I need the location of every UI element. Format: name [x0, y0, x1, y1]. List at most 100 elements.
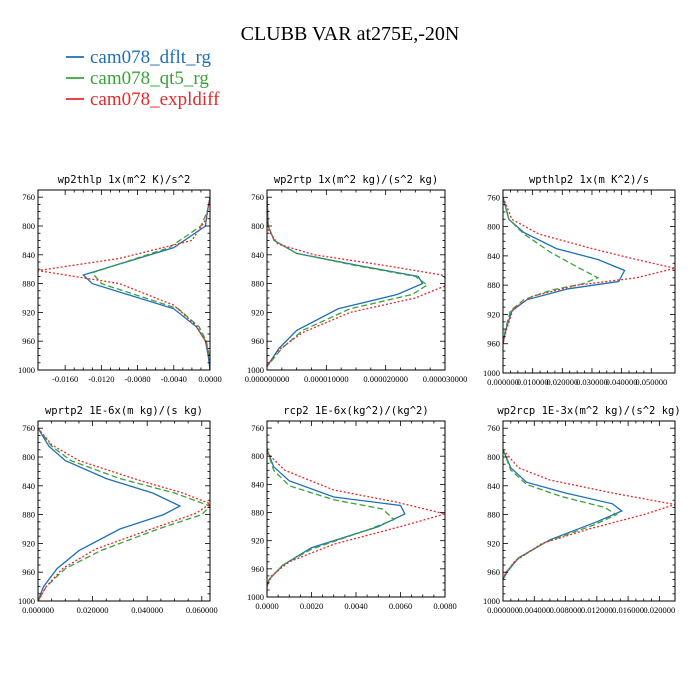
panel-0-xtick-label-1: -0.0120: [88, 374, 114, 384]
panel-4-series-1: [267, 449, 395, 587]
panel-2-xtick-label-2: 0.020000: [546, 377, 578, 387]
panel-2-ytick-label-0: 760: [487, 192, 500, 202]
panel-3-xtick-label-2: 0.040000: [131, 605, 163, 615]
panel-0-xtick-label-2: -0.0080: [124, 374, 150, 384]
panel-5-series-2: [503, 449, 675, 580]
panel-1-frame: [266, 189, 446, 371]
panel-2: wpthlp2 1x(m K^2)/s 760 800 840 880 920 960 100…: [483, 174, 676, 387]
panel-4-ytick-label-5: 960: [251, 564, 264, 574]
panel-4-xtick-label-0: 0.0000: [255, 601, 278, 611]
panel-4-series-0: [267, 448, 406, 587]
panel-2-ytick-label-3: 880: [487, 280, 500, 290]
legend-entry-0: cam078_dflt_rg: [66, 47, 212, 68]
panel-3-xtick-label-3: 0.060000: [186, 605, 218, 615]
panel-5-series: [503, 449, 675, 580]
panel-4-series-2: [267, 452, 445, 587]
panel-0-series-2: [38, 197, 210, 370]
legend-label-2: cam078_expldiff: [90, 89, 220, 110]
panel-1-ytick-label-3: 880: [251, 279, 264, 289]
legend-entry-2: cam078_expldiff: [66, 89, 220, 110]
panel-5-xtick-label-0: 0.000000: [487, 605, 519, 615]
panel-4-frame: [266, 420, 446, 598]
panel-0-ytick-label-1: 800: [22, 221, 35, 231]
panel-5-xtick-label-1: 0.004000: [518, 605, 550, 615]
panel-0-series-1: [91, 197, 210, 370]
panel-5: wp2rcp 1E-3x(m^2 kg)/(s^2 kg) 760 800 840 88…: [483, 405, 681, 615]
panel-1-ytick-label-6: 1000: [247, 365, 264, 375]
panel-0-ytick-label-5: 960: [22, 336, 35, 346]
panel-2-xtick-label-3: 0.030000: [576, 377, 608, 387]
panel-2-ytick-label-2: 840: [487, 251, 500, 261]
panel-2-series-2: [503, 197, 675, 344]
panel-3-xtick-label-0: 0.000000: [22, 605, 54, 615]
panel-2-xtick-label-1: 0.010000: [517, 377, 549, 387]
figure-title: CLUBB VAR at275E,-20N: [241, 23, 460, 45]
panel-3-title: wprtp2 1E-6x(m kg)/(s kg): [45, 405, 203, 417]
panel-0-ytick-label-2: 840: [22, 250, 35, 260]
panel-2-ytick-label-5: 960: [487, 339, 500, 349]
panel-5-xtick-label-5: 0.020000: [643, 605, 675, 615]
panel-0-ytick-label-6: 1000: [18, 365, 35, 375]
panel-5-xtick-label-2: 0.008000: [550, 605, 582, 615]
panel-0: wp2thlp 1x(m^2 K)/s^2 760 800 840 880 920 960 1…: [18, 174, 222, 384]
panel-4-title: rcp2 1E-6x(kg^2)/(kg^2): [283, 405, 428, 417]
panel-4-ytick-label-4: 920: [251, 536, 264, 546]
panel-2-title: wpthlp2 1x(m K^2)/s: [529, 174, 649, 186]
panel-0-ytick-label-4: 920: [22, 307, 35, 317]
panel-3-series-2: [38, 427, 210, 601]
panel-2-frame: [502, 189, 676, 374]
panel-5-ytick-label-5: 960: [487, 567, 500, 577]
panel-5-ytick-label-3: 880: [487, 510, 500, 520]
panel-4-xtick-label-4: 0.0080: [433, 601, 456, 611]
legend-label-0: cam078_dflt_rg: [90, 47, 212, 68]
panel-4-xtick-label-1: 0.0020: [300, 601, 323, 611]
panel-3-ytick-label-6: 1000: [18, 596, 35, 606]
panel-3-ytick-label-2: 840: [22, 481, 35, 491]
panel-0-series-0: [82, 197, 210, 370]
panel-5-xtick-label-4: 0.016000: [612, 605, 644, 615]
legend-entry-1: cam078_qt5_rg: [66, 68, 209, 89]
panel-3-xtick-label-1: 0.020000: [77, 605, 109, 615]
panel-2-series-0: [503, 197, 626, 344]
panel-5-ytick-label-2: 840: [487, 481, 500, 491]
panel-2-series: [503, 197, 675, 344]
panel-4-ytick-label-0: 760: [251, 423, 264, 433]
panel-2-xtick-label-0: 0.000000: [487, 377, 519, 387]
panel-3-frame: [37, 420, 211, 602]
panel-5-series-1: [503, 449, 618, 580]
panel-5-xtick-label-3: 0.012000: [581, 605, 613, 615]
panel-1-ytick-label-4: 920: [251, 307, 264, 317]
panel-3-ytick-label-1: 800: [22, 452, 35, 462]
panel-0-xtick-label-4: 0.0000: [198, 374, 221, 384]
panel-0-series: [38, 197, 210, 370]
legend: cam078_dflt_rg cam078_qt5_rg cam078_expl…: [66, 47, 220, 110]
panel-1-ytick-label-1: 800: [251, 221, 264, 231]
panel-2-xtick-label-4: 0.040000: [606, 377, 638, 387]
panel-4-ytick-label-3: 880: [251, 508, 264, 518]
panel-1-series: [267, 197, 445, 367]
panel-1-xtick-label-3: 0.000030000: [423, 374, 468, 384]
panel-5-title: wp2rcp 1E-3x(m^2 kg)/(s^2 kg): [497, 405, 680, 417]
panel-0-title: wp2thlp 1x(m^2 K)/s^2: [58, 174, 191, 186]
panel-5-series-0: [503, 449, 624, 580]
panel-4-series: [267, 448, 445, 587]
panel-2-series-1: [503, 197, 600, 344]
panel-5-ytick-label-1: 800: [487, 452, 500, 462]
panel-1: wp2rtp 1x(m^2 kg)/(s^2 kg) 760 800 840 880 92…: [245, 174, 468, 384]
panel-1-xtick-label-1: 0.000010000: [304, 374, 349, 384]
panel-4-ytick-label-6: 1000: [247, 592, 264, 602]
panel-1-ytick-label-5: 960: [251, 336, 264, 346]
panel-2-ytick-label-6: 1000: [483, 368, 500, 378]
panel-4-ytick-label-2: 840: [251, 479, 264, 489]
panel-5-ytick-label-4: 920: [487, 538, 500, 548]
panels-group: wp2thlp 1x(m^2 K)/s^2 760 800 840 880 920 960 1…: [18, 174, 681, 615]
panel-4-ytick-label-1: 800: [251, 451, 264, 461]
panel-2-ytick-label-1: 800: [487, 222, 500, 232]
panel-1-xtick-label-0: 0.000000000: [245, 374, 290, 384]
panel-3-ytick-label-4: 920: [22, 538, 35, 548]
panel-5-frame: [502, 420, 676, 602]
panel-0-xtick-label-0: -0.0160: [52, 374, 78, 384]
panel-5-ytick-label-0: 760: [487, 423, 500, 433]
panel-4-xtick-label-2: 0.0040: [344, 601, 367, 611]
